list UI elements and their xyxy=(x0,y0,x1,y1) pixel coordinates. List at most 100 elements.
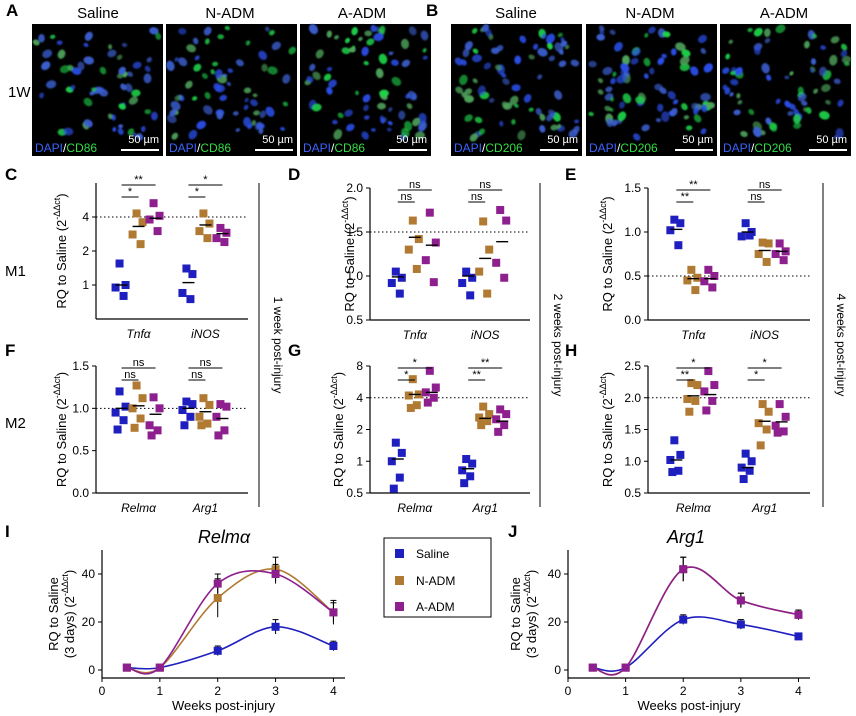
data-point-saline xyxy=(391,438,400,447)
data-point-saline xyxy=(387,279,396,288)
series-line-saline xyxy=(126,625,334,670)
cell-nucleus xyxy=(351,27,358,36)
data-point-saline xyxy=(466,291,475,300)
cell-nucleus xyxy=(374,26,380,32)
legend-swatch-aadm xyxy=(395,602,404,611)
y-axis-label-close: ) xyxy=(54,372,69,376)
cell-nucleus xyxy=(267,66,278,75)
data-point-nadm xyxy=(136,414,145,423)
cell-nucleus xyxy=(309,63,316,72)
data-point-aadm xyxy=(702,406,711,415)
cell-nucleus xyxy=(667,90,676,100)
cell-nucleus xyxy=(672,99,679,105)
cell-nucleus xyxy=(118,66,126,75)
cell-nucleus xyxy=(554,90,563,100)
cell-nucleus xyxy=(830,36,840,44)
significance-label: * xyxy=(195,186,200,198)
significance-label: ns xyxy=(750,191,762,203)
row-label-m2: M2 xyxy=(5,415,26,432)
data-point-saline xyxy=(462,267,471,276)
timepoint-label-2w: 2 weeks post-injury xyxy=(551,294,565,397)
cell-nucleus xyxy=(764,37,771,44)
cell-nucleus xyxy=(375,68,384,79)
data-point-aadm xyxy=(710,381,719,390)
cell-nucleus xyxy=(77,61,85,71)
cell-nucleus xyxy=(683,115,690,120)
cell-nucleus xyxy=(166,114,177,124)
data-point-aadm xyxy=(588,663,597,672)
cell-nucleus xyxy=(810,68,814,73)
data-point-nadm xyxy=(687,265,696,274)
cell-nucleus xyxy=(250,99,258,107)
stain-slash: / xyxy=(63,141,67,155)
y-tick-label: 8 xyxy=(356,359,363,373)
significance-label: ** xyxy=(689,179,698,191)
y-axis-label-line2-main: (3 days) (2 xyxy=(524,596,539,658)
data-point-aadm xyxy=(700,277,709,286)
stain-dapi: DAPI xyxy=(35,141,63,155)
cell-nucleus xyxy=(472,28,478,34)
data-point-aadm xyxy=(216,400,225,409)
col-header-b-saline: Saline xyxy=(495,5,537,22)
cell-nucleus xyxy=(210,69,215,75)
col-header-a-nadm: N-ADM xyxy=(205,5,254,22)
data-point-aadm xyxy=(431,238,440,247)
cell-nucleus xyxy=(472,54,482,63)
cell-nucleus xyxy=(169,109,177,117)
y-axis-label-line2-main: (3 days) (2 xyxy=(62,596,77,658)
cell-nucleus xyxy=(733,109,741,116)
significance-label: ** xyxy=(681,369,690,381)
cell-nucleus xyxy=(701,104,708,113)
cell-nucleus xyxy=(63,127,74,136)
cell-nucleus xyxy=(617,111,627,122)
series-line-aadm xyxy=(126,570,334,675)
data-point-aadm xyxy=(153,227,162,236)
data-point-saline xyxy=(794,632,803,641)
significance-label: * xyxy=(128,186,133,198)
cell-nucleus xyxy=(282,74,291,84)
series-line-nadm xyxy=(592,566,799,676)
cell-nucleus xyxy=(537,47,548,57)
cell-nucleus xyxy=(693,107,699,115)
cell-nucleus xyxy=(71,67,82,75)
cell-nucleus xyxy=(391,76,402,86)
cell-nucleus xyxy=(793,114,801,124)
cell-nucleus xyxy=(203,105,213,115)
cell-nucleus xyxy=(247,123,253,129)
cell-nucleus xyxy=(528,107,534,112)
stain-dapi: DAPI xyxy=(169,141,197,155)
y-tick-label: 2 xyxy=(82,244,89,258)
data-point-nadm xyxy=(199,394,208,403)
col-header-a-aadm: A-ADM xyxy=(338,5,386,22)
legend: Saline N-ADM A-ADM xyxy=(383,537,492,618)
stain-label: DAPI/CD86 xyxy=(35,141,97,155)
data-point-saline xyxy=(670,436,679,445)
data-point-nadm xyxy=(762,425,771,434)
data-point-nadm xyxy=(132,381,141,390)
cell-nucleus xyxy=(253,110,260,116)
cell-nucleus xyxy=(722,67,730,75)
cell-nucleus xyxy=(539,124,546,133)
data-point-aadm xyxy=(708,283,717,292)
y-axis-label-main: RQ to Saline (2 xyxy=(331,398,346,487)
cell-nucleus xyxy=(107,113,113,120)
y-tick-label: 4 xyxy=(356,391,363,405)
y-tick-label: 4 xyxy=(82,210,89,224)
data-point-aadm xyxy=(708,396,717,405)
x-tick-label: 0 xyxy=(99,684,106,698)
cell-nucleus xyxy=(840,49,848,58)
cell-nucleus xyxy=(606,118,613,127)
cell-nucleus xyxy=(588,111,594,117)
panel-letter: F xyxy=(5,341,15,360)
cell-nucleus xyxy=(252,93,258,98)
data-point-aadm xyxy=(679,565,688,574)
data-point-nadm xyxy=(687,379,696,388)
x-category-label: Tnfα xyxy=(403,328,428,342)
cell-nucleus xyxy=(616,74,627,84)
data-point-aadm xyxy=(494,427,503,436)
cell-nucleus xyxy=(150,111,158,121)
cell-nucleus xyxy=(196,120,206,130)
y-axis-label: RQ to Saline (2-ΔΔct) xyxy=(52,372,69,487)
data-point-saline xyxy=(113,425,122,434)
data-point-saline xyxy=(178,406,187,415)
